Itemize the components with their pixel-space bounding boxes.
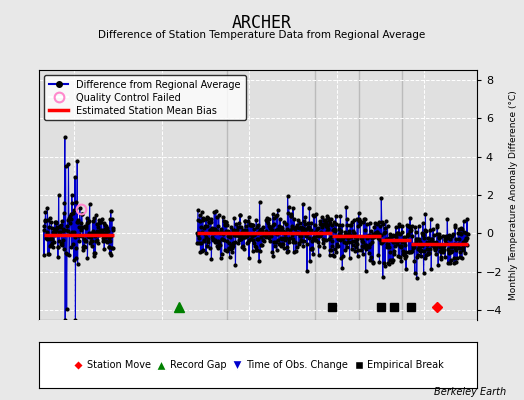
Legend: Difference from Regional Average, Quality Control Failed, Estimated Station Mean: Difference from Regional Average, Qualit… <box>44 75 246 120</box>
Text: ARCHER: ARCHER <box>232 14 292 32</box>
Legend: Station Move, Record Gap, Time of Obs. Change, Empirical Break: Station Move, Record Gap, Time of Obs. C… <box>69 357 447 373</box>
Y-axis label: Monthly Temperature Anomaly Difference (°C): Monthly Temperature Anomaly Difference (… <box>509 90 518 300</box>
Text: Berkeley Earth: Berkeley Earth <box>433 387 506 397</box>
Text: Difference of Station Temperature Data from Regional Average: Difference of Station Temperature Data f… <box>99 30 425 40</box>
